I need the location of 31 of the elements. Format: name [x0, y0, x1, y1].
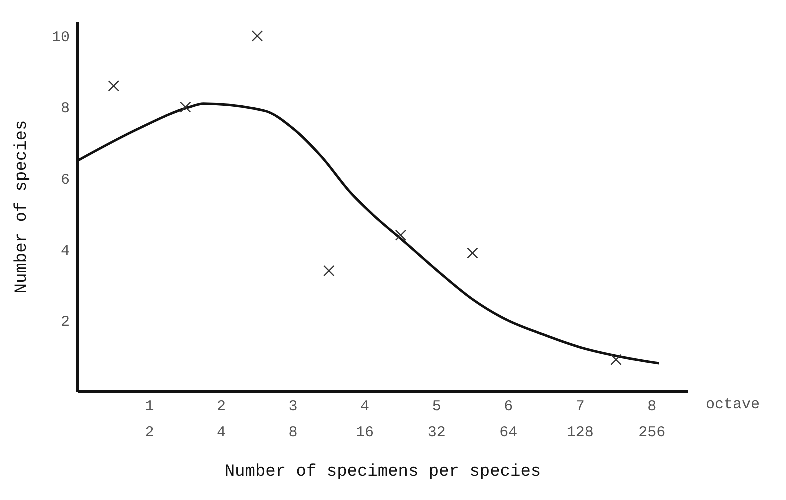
- point: [180, 102, 192, 113]
- point: [324, 265, 335, 277]
- x2-tick-label: 16: [356, 424, 374, 442]
- y-tick-label: 4: [60, 243, 70, 260]
- x-tick-label: 5: [432, 398, 442, 416]
- point: [467, 248, 478, 259]
- x-tick-label: 4: [360, 398, 370, 416]
- point: [108, 80, 120, 92]
- point: [252, 30, 264, 42]
- x-tick-label: 8: [648, 398, 657, 416]
- x2-tick-label: 32: [428, 424, 446, 442]
- x-tick-label: 2: [217, 398, 226, 416]
- x2-tick-label: 8: [288, 424, 298, 442]
- x2-tick-label: 128: [566, 424, 594, 442]
- x2-tick-label: 64: [500, 424, 518, 442]
- x2-tick-label: 2: [145, 424, 154, 442]
- y-tick-label: 2: [60, 314, 70, 332]
- x2-tick-label: 256: [638, 424, 666, 442]
- x2-tick-label: 4: [217, 424, 226, 442]
- point: [395, 230, 407, 242]
- x-tick-label: 7: [576, 398, 585, 416]
- x-axis-title: octave: [706, 396, 760, 414]
- y-tick-label: 6: [60, 172, 70, 189]
- x-tick-label: 3: [288, 398, 298, 416]
- y-tick-label: 8: [60, 100, 70, 118]
- x-tick-label: 6: [504, 398, 514, 416]
- x-tick-label: 1: [145, 398, 154, 416]
- x2-axis-title: Number of specimens per species: [224, 463, 542, 482]
- y-axis-title: Number of species: [13, 120, 32, 294]
- y-tick-label: 10: [52, 30, 70, 47]
- point: [610, 354, 622, 366]
